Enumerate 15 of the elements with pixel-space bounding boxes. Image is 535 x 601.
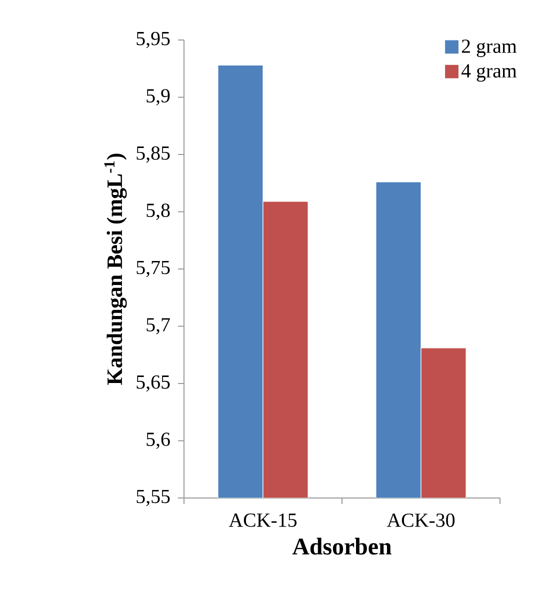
legend-label: 2 gram (462, 40, 517, 58)
y-tick-label: 5,95 (136, 32, 170, 48)
x-tick-label: ACK-15 (228, 514, 297, 527)
legend-label: 4 gram (461, 64, 517, 82)
y-tick-label: 5,7 (146, 318, 170, 334)
x-axis-title: Adsorben (292, 538, 392, 555)
y-tick-label: 5,85 (136, 146, 170, 163)
y-tick-label: 5,75 (136, 260, 170, 278)
x-tick-label: ACK-30 (386, 514, 455, 527)
y-tick-label: 5,6 (146, 432, 170, 449)
y-tick-label: 5,8 (146, 204, 170, 220)
y-tick-label: 5,65 (136, 375, 170, 392)
y-tick-label: 5,55 (136, 490, 170, 506)
y-axis-title: Kandungan Besi (mgL$^{-1}$) (104, 154, 127, 385)
y-tick-label: 5,9 (146, 89, 170, 106)
